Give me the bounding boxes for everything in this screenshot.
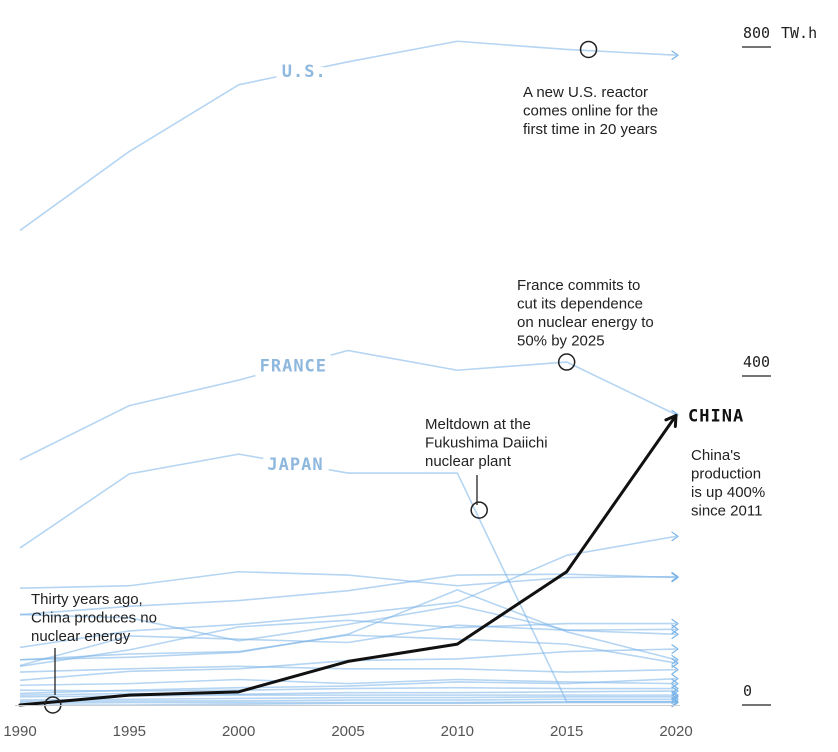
series-line-country-16: [19, 678, 677, 687]
y-unit-label: TW.h: [781, 24, 817, 42]
series-arrow-country-12: [671, 654, 679, 665]
annotation-line: A new U.S. reactor: [523, 84, 648, 101]
series-label-japan: JAPAN: [267, 455, 323, 475]
annotation-line: on nuclear energy to: [517, 314, 654, 331]
y-tick-label-800: 800: [743, 24, 770, 42]
series-line-country-11: [19, 634, 677, 664]
series-line-country-18: [19, 690, 677, 696]
x-tick-label-2015: 2015: [550, 723, 583, 740]
series-arrow-country-13: [671, 644, 679, 654]
x-tick-label-1995: 1995: [113, 723, 146, 740]
series-arrow-china: [664, 413, 678, 428]
series-arrow-country-22: [671, 696, 679, 707]
series-label-u-s: U.S.: [282, 62, 327, 82]
annotation-line: nuclear plant: [425, 453, 512, 470]
series-arrow-country-6: [671, 571, 679, 582]
series-arrow-country-5: [671, 531, 679, 542]
annotation-line: since 2011: [691, 503, 762, 520]
annotation-text-china-growth: China's production is up 400% since 2011: [691, 447, 765, 520]
series-line-china: [18, 413, 678, 707]
annotation-line: comes online for the: [523, 103, 658, 120]
annotation-line: cut its dependence: [517, 296, 643, 313]
annotation-line: China's: [691, 447, 741, 464]
series-arrow-country-11: [671, 658, 679, 668]
series-line-country-5: [19, 535, 677, 649]
annotation-text-france-commits: France commits to cut its dependence on nu…: [517, 277, 654, 350]
series-line-country-22: [19, 700, 676, 705]
series-label-france: FRANCE: [260, 356, 327, 376]
x-tick-label-2020: 2020: [659, 723, 692, 740]
series-line-country-21: [19, 698, 676, 703]
x-tick-label-2010: 2010: [441, 723, 474, 740]
series-line-country-7: [19, 573, 677, 616]
series-line-country-17: [19, 686, 676, 692]
grid-layer: [19, 70, 677, 705]
x-tick-label-2005: 2005: [331, 723, 364, 740]
label-layer: U.S. FRANCE JAPAN CHINA A new U.S. reactor co…: [31, 55, 765, 645]
series-line-country-9: [19, 619, 676, 668]
series-line-country-12: [19, 589, 677, 661]
series-line-country-6: [19, 570, 677, 590]
annotation-line: nuclear energy: [31, 628, 131, 645]
annotation-text-china-start: Thirty years ago, China produces no nuclea…: [31, 591, 157, 645]
annotation-text-fukushima: Meltdown at the Fukushima Daiichi nuclear …: [425, 416, 548, 470]
annotation-marker-fukushima: [470, 501, 488, 519]
series-line-france: [19, 349, 677, 461]
annotation-line: China produces no: [31, 610, 157, 627]
annotation-line: first time in 20 years: [523, 121, 657, 138]
annotation-line: Meltdown at the: [425, 416, 531, 433]
series-arrow-country-19: [671, 690, 679, 700]
annotation-line: Thirty years ago,: [31, 591, 143, 608]
annotation-line: production: [691, 466, 761, 483]
china-layer: [18, 413, 678, 707]
series-label-china: CHINA: [688, 406, 744, 426]
annotation-text-us-reactor: A new U.S. reactor comes online for the fi…: [523, 84, 658, 138]
series-arrow-country-7: [671, 572, 679, 583]
series-line-u-s: [19, 40, 677, 232]
x-tick-label-1990: 1990: [3, 723, 36, 740]
annotation-marker-us-reactor: [579, 40, 598, 59]
series-layer: [19, 40, 679, 708]
series-arrow-country-14: [671, 664, 679, 675]
y-tick-label-400: 400: [743, 353, 770, 371]
series-line-country-14: [19, 665, 677, 673]
series-line-country-15: [19, 677, 677, 695]
series-arrow-u-s: [671, 50, 679, 61]
annotation-line: France commits to: [517, 277, 640, 294]
series-arrow-country-10: [671, 629, 679, 640]
annotation-marker-france-commits: [557, 353, 576, 371]
annotation-line: is up 400%: [691, 484, 765, 501]
annotation-line: 50% by 2025: [517, 333, 605, 350]
y-tick-label-0: 0: [743, 682, 752, 700]
series-arrow-country-9: [671, 618, 679, 629]
series-line-country-20: [19, 695, 676, 701]
series-line-country-10: [19, 624, 677, 667]
annotation-line: Fukushima Daiichi: [425, 435, 548, 452]
axis-layer: 800 TW.h 400 0 1990 1995 2000 2005 2010 2015 2020: [3, 24, 817, 740]
x-tick-label-2000: 2000: [222, 723, 255, 740]
